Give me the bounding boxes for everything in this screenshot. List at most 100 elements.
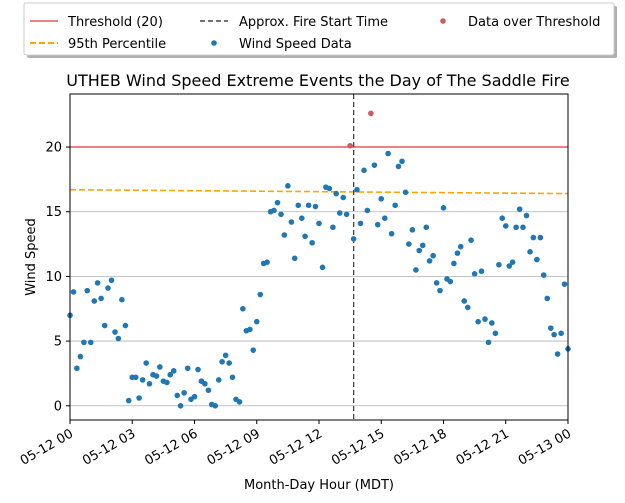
legend-wind-swatch — [211, 40, 217, 46]
x-tick-label: 05-13 00 — [516, 426, 574, 468]
wind-speed-point — [499, 215, 506, 221]
wind-speed-point — [520, 224, 526, 231]
wind-speed-point — [312, 203, 319, 210]
wind-speed-point — [177, 402, 184, 409]
wind-speed-point — [502, 223, 509, 229]
x-tick-label: 05-12 12 — [267, 426, 325, 468]
wind-speed-point — [426, 258, 433, 264]
wind-speed-point — [181, 390, 187, 396]
wind-speed-point — [437, 287, 443, 294]
wind-speed-point — [430, 252, 436, 259]
wind-speed-point — [167, 371, 174, 378]
wind-speed-point — [108, 277, 115, 284]
x-tick-label: 05-12 03 — [80, 426, 138, 468]
wind-speed-point — [119, 296, 125, 303]
wind-speed-point — [326, 185, 333, 192]
legend-wind-label: Wind Speed Data — [239, 37, 352, 52]
x-tick-label: 05-12 21 — [454, 426, 512, 468]
wind-speed-point — [136, 395, 142, 401]
legend-over-threshold-swatch — [440, 18, 446, 24]
wind-speed-point — [74, 365, 80, 372]
wind-speed-point — [316, 220, 322, 227]
wind-speed-point — [253, 318, 260, 325]
y-tick-label: 5 — [54, 335, 62, 350]
wind-speed-point — [84, 287, 91, 294]
wind-speed-point — [451, 260, 457, 267]
legend: Threshold (20) 95th Percentile Approx. F… — [23, 2, 617, 58]
wind-speed-point — [105, 285, 111, 291]
wind-speed-point — [388, 230, 395, 237]
wind-speed-point — [423, 224, 430, 231]
wind-speed-point — [416, 247, 423, 254]
wind-speed-point — [478, 268, 485, 275]
wind-speed-point — [281, 232, 288, 238]
wind-speed-point — [419, 242, 426, 249]
wind-speed-point — [122, 322, 129, 329]
x-tick-label: 05-12 00 — [18, 426, 76, 468]
wind-speed-point — [551, 331, 557, 338]
wind-speed-point — [139, 377, 146, 383]
wind-speed-point — [298, 215, 305, 221]
x-axis-label: Month-Day Hour (MDT) — [244, 478, 394, 493]
wind-speed-point — [392, 202, 398, 209]
wind-speed-point — [547, 325, 554, 331]
wind-speed-point — [215, 377, 222, 383]
wind-speed-point — [537, 234, 544, 241]
wind-speed-point — [468, 237, 474, 243]
wind-speed-point — [471, 271, 478, 277]
wind-speed-point — [236, 399, 243, 405]
wind-speed-point — [77, 353, 84, 360]
wind-speed-point — [285, 183, 291, 189]
wind-speed-point — [540, 272, 547, 278]
wind-speed-point — [447, 278, 454, 285]
wind-speed-point — [112, 329, 118, 335]
wind-speed-point — [174, 392, 181, 399]
wind-speed-point — [413, 267, 419, 273]
wind-speed-point — [406, 241, 412, 247]
wind-speed-point — [409, 227, 416, 233]
x-tick-label: 05-12 15 — [329, 426, 387, 468]
over-threshold-point — [347, 142, 353, 149]
legend-frame — [23, 2, 615, 56]
wind-speed-point — [240, 305, 246, 312]
wind-speed-point — [146, 380, 153, 387]
plot-area: 0 5 10 15 20 05-12 00 05-12 03 05-12 06 05-12 0… — [18, 93, 574, 469]
wind-speed-point — [457, 243, 464, 250]
legend-threshold-label: Threshold (20) — [67, 15, 163, 30]
wind-speed-point — [395, 163, 402, 170]
wind-speed-point — [222, 352, 229, 359]
wind-speed-point — [278, 211, 284, 218]
wind-speed-point — [330, 224, 336, 231]
wind-speed-point — [70, 289, 77, 295]
y-axis: 0 5 10 15 20 — [45, 141, 70, 414]
wind-speed-point — [554, 351, 561, 357]
wind-speed-point — [101, 322, 108, 329]
wind-speed-point — [381, 215, 388, 221]
wind-speed-point — [257, 291, 264, 298]
wind-speed-point — [195, 366, 201, 373]
y-axis-label: Wind Speed — [24, 218, 39, 296]
wind-speed-point — [81, 339, 87, 346]
wind-speed-point — [454, 250, 461, 256]
wind-speed-point — [378, 195, 385, 202]
wind-speed-point — [371, 162, 378, 168]
wind-speed-point — [558, 330, 564, 337]
wind-speed-point — [295, 202, 302, 209]
wind-speed-point — [305, 202, 312, 209]
legend-fire-label: Approx. Fire Start Time — [239, 15, 388, 30]
wind-speed-point — [219, 358, 225, 365]
wind-speed-point — [544, 295, 551, 302]
wind-speed-point — [364, 207, 371, 214]
wind-speed-point — [202, 380, 208, 387]
legend-over-threshold-label: Data over Threshold — [468, 15, 600, 30]
wind-speed-point — [385, 150, 391, 157]
wind-speed-point — [125, 397, 132, 404]
wind-speed-point — [319, 264, 326, 271]
wind-speed-point — [485, 339, 492, 346]
wind-speed-point — [143, 360, 149, 366]
wind-speed-point — [496, 261, 502, 268]
wind-speed-point — [153, 373, 160, 379]
wind-speed-point — [475, 318, 481, 325]
wind-speed-point — [350, 236, 357, 242]
